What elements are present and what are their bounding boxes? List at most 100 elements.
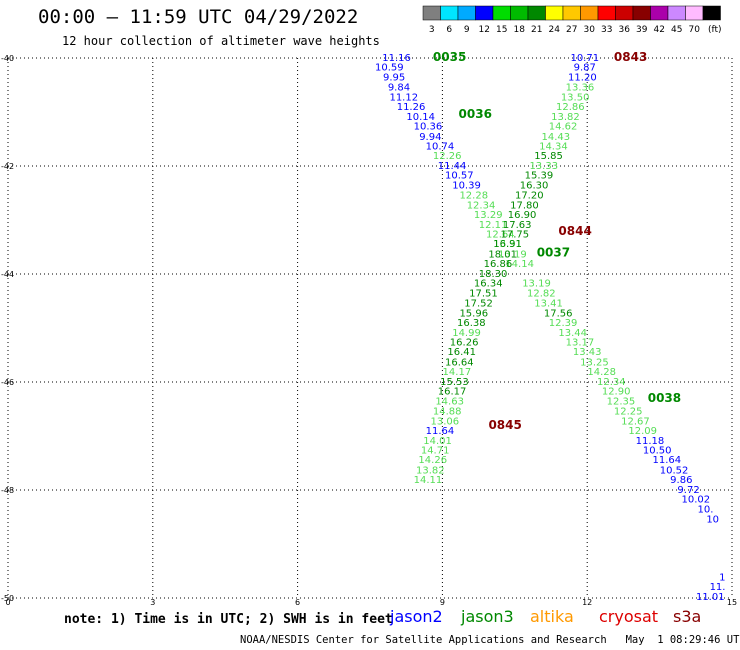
pass-time-label: 0844: [558, 224, 591, 238]
swh-data-label: 15.39: [525, 171, 554, 182]
swh-data-label: 10.14: [406, 112, 435, 123]
chart-title: 00:00 – 11:59 UTC 04/29/2022: [38, 6, 359, 28]
swh-data-label: 13.31: [493, 239, 522, 250]
swh-data-label: 13.33: [529, 161, 558, 172]
colorbar-legend: 3 6 9 12 15 18 21 24 27 30 33 36 39 42 45 70 (ft): [422, 5, 722, 35]
swh-data-label: 14.11: [414, 475, 443, 486]
swh-data-label: 17.20: [515, 191, 544, 202]
pass-time-label: 0845: [488, 418, 521, 432]
swh-data-label: 17.75: [500, 230, 529, 241]
swh-data-label: 18.30: [479, 269, 508, 280]
swh-data-label: 17.56: [544, 308, 573, 319]
swh-data-label: 14.01: [423, 436, 452, 447]
colorbar-label: 9: [464, 25, 470, 35]
credit-line: NOAA/NESDIS Center for Satellite Applica…: [240, 634, 740, 646]
swh-data-label: 9.87: [574, 63, 596, 74]
swh-data-label: 12.82: [527, 288, 556, 299]
swh-data-label: 13.25: [580, 357, 609, 368]
colorbar-label: 36: [619, 25, 631, 35]
swh-data-label: 12.86: [556, 102, 585, 113]
swh-data-label: 10.: [698, 504, 714, 515]
swh-data-label: 13.41: [534, 299, 563, 310]
x-tick-label: 9: [440, 598, 445, 606]
swh-data-label: 15.96: [459, 308, 488, 319]
swh-data-label: 11.: [710, 582, 726, 593]
swh-data-label: 9.95: [383, 72, 405, 83]
y-tick-label: -46: [1, 378, 14, 387]
swh-data-label: 11.12: [389, 92, 418, 103]
swh-data-label: 12.67: [621, 416, 650, 427]
swh-data-label: 18.01: [488, 249, 517, 260]
x-tick-label: 15: [727, 598, 737, 606]
swh-data-label: 12.09: [628, 426, 657, 437]
swh-data-label: 10.52: [660, 465, 689, 476]
y-tick-label: -44: [1, 270, 14, 279]
swh-data-label: 14.26: [418, 455, 447, 466]
pass-time-label: 0038: [648, 391, 681, 405]
swh-data-label: 10.39: [452, 180, 481, 191]
swh-data-label: 11.26: [397, 102, 426, 113]
colorbar-label: 6: [446, 25, 452, 35]
swh-data-label: 10.71: [570, 53, 599, 64]
legend-s3a: s3a: [673, 607, 702, 626]
altimeter-plot: 0 3 6 9 12 15 -40 -42 -44 -46 -48 -50 11.1610.599.95…: [1, 50, 737, 606]
swh-data-label: 1: [719, 572, 725, 583]
pass-time-label: 0035: [433, 50, 466, 64]
pass-time-label: 0037: [537, 245, 570, 259]
swh-data-label: 12.28: [459, 191, 488, 202]
swh-data-label: 9.86: [670, 475, 692, 486]
swh-data-label: 16.90: [508, 210, 537, 221]
swh-data-label: 13.17: [566, 338, 595, 349]
swh-data-label: 14.71: [421, 446, 450, 457]
legend-jason3: jason3: [461, 607, 514, 626]
x-tick-label: 0: [5, 598, 10, 606]
swh-data-label: 11.20: [568, 72, 597, 83]
swh-data-label: 14.34: [539, 141, 568, 152]
y-tick-label: -50: [1, 594, 14, 603]
swh-data-label: 14.28: [587, 367, 616, 378]
swh-data-label: 14.17: [443, 367, 472, 378]
swh-data-label: 16.91: [493, 239, 522, 250]
colorbar-label: (ft): [708, 25, 722, 35]
swh-data-label: 16.38: [457, 318, 486, 329]
swh-data-label: 9.84: [388, 83, 410, 94]
y-tick-label: -48: [1, 486, 14, 495]
colorbar-swatch: [702, 5, 721, 21]
swh-data-label: 10.59: [375, 63, 404, 74]
swh-data-label: 10.02: [681, 495, 710, 506]
swh-data-label: 14.43: [542, 132, 571, 143]
swh-data-label: 11.01: [696, 592, 725, 603]
swh-data-label: 16.34: [474, 279, 503, 290]
swh-data-label: 11.64: [653, 455, 682, 466]
swh-data-label: 10.50: [643, 446, 672, 457]
swh-data-label: 12.11: [479, 220, 508, 231]
x-tick-label: 6: [295, 598, 300, 606]
swh-data-label: 9.72: [677, 485, 699, 496]
swh-data-label: 14.63: [435, 396, 464, 407]
colorbar-label: 30: [584, 25, 596, 35]
x-tick-label: 12: [582, 598, 592, 606]
colorbar-label: 27: [566, 25, 577, 35]
swh-data-label: 12.34: [467, 200, 496, 211]
swh-data-label: 10.57: [445, 171, 474, 182]
swh-data-label: 12.25: [614, 407, 643, 418]
swh-data-label: 12.90: [602, 387, 631, 398]
colorbar-label: 15: [496, 25, 507, 35]
colorbar-label: 42: [654, 25, 665, 35]
swh-data-label: 16.30: [520, 180, 549, 191]
colorbar-label: 18: [514, 25, 526, 35]
swh-data-label: 14.14: [505, 259, 534, 270]
swh-data-label: 16.64: [445, 357, 474, 368]
chart-subtitle: 12 hour collection of altimeter wave hei…: [62, 34, 380, 48]
swh-data-label: 11.44: [438, 161, 467, 172]
colorbar-label: 70: [689, 25, 701, 35]
pass-time-label: 0036: [459, 107, 492, 121]
swh-data-label: 12.34: [597, 377, 626, 388]
swh-data-label: 10: [706, 515, 719, 526]
swh-data-label: 14.88: [433, 407, 462, 418]
swh-data-label: 13.19: [522, 279, 551, 290]
y-tick-label: -40: [1, 54, 14, 63]
swh-data-label: 13.50: [561, 92, 590, 103]
footer-note: note: 1) Time is in UTC; 2) SWH is in fe…: [64, 612, 393, 627]
swh-data-label: 10.36: [414, 122, 443, 133]
